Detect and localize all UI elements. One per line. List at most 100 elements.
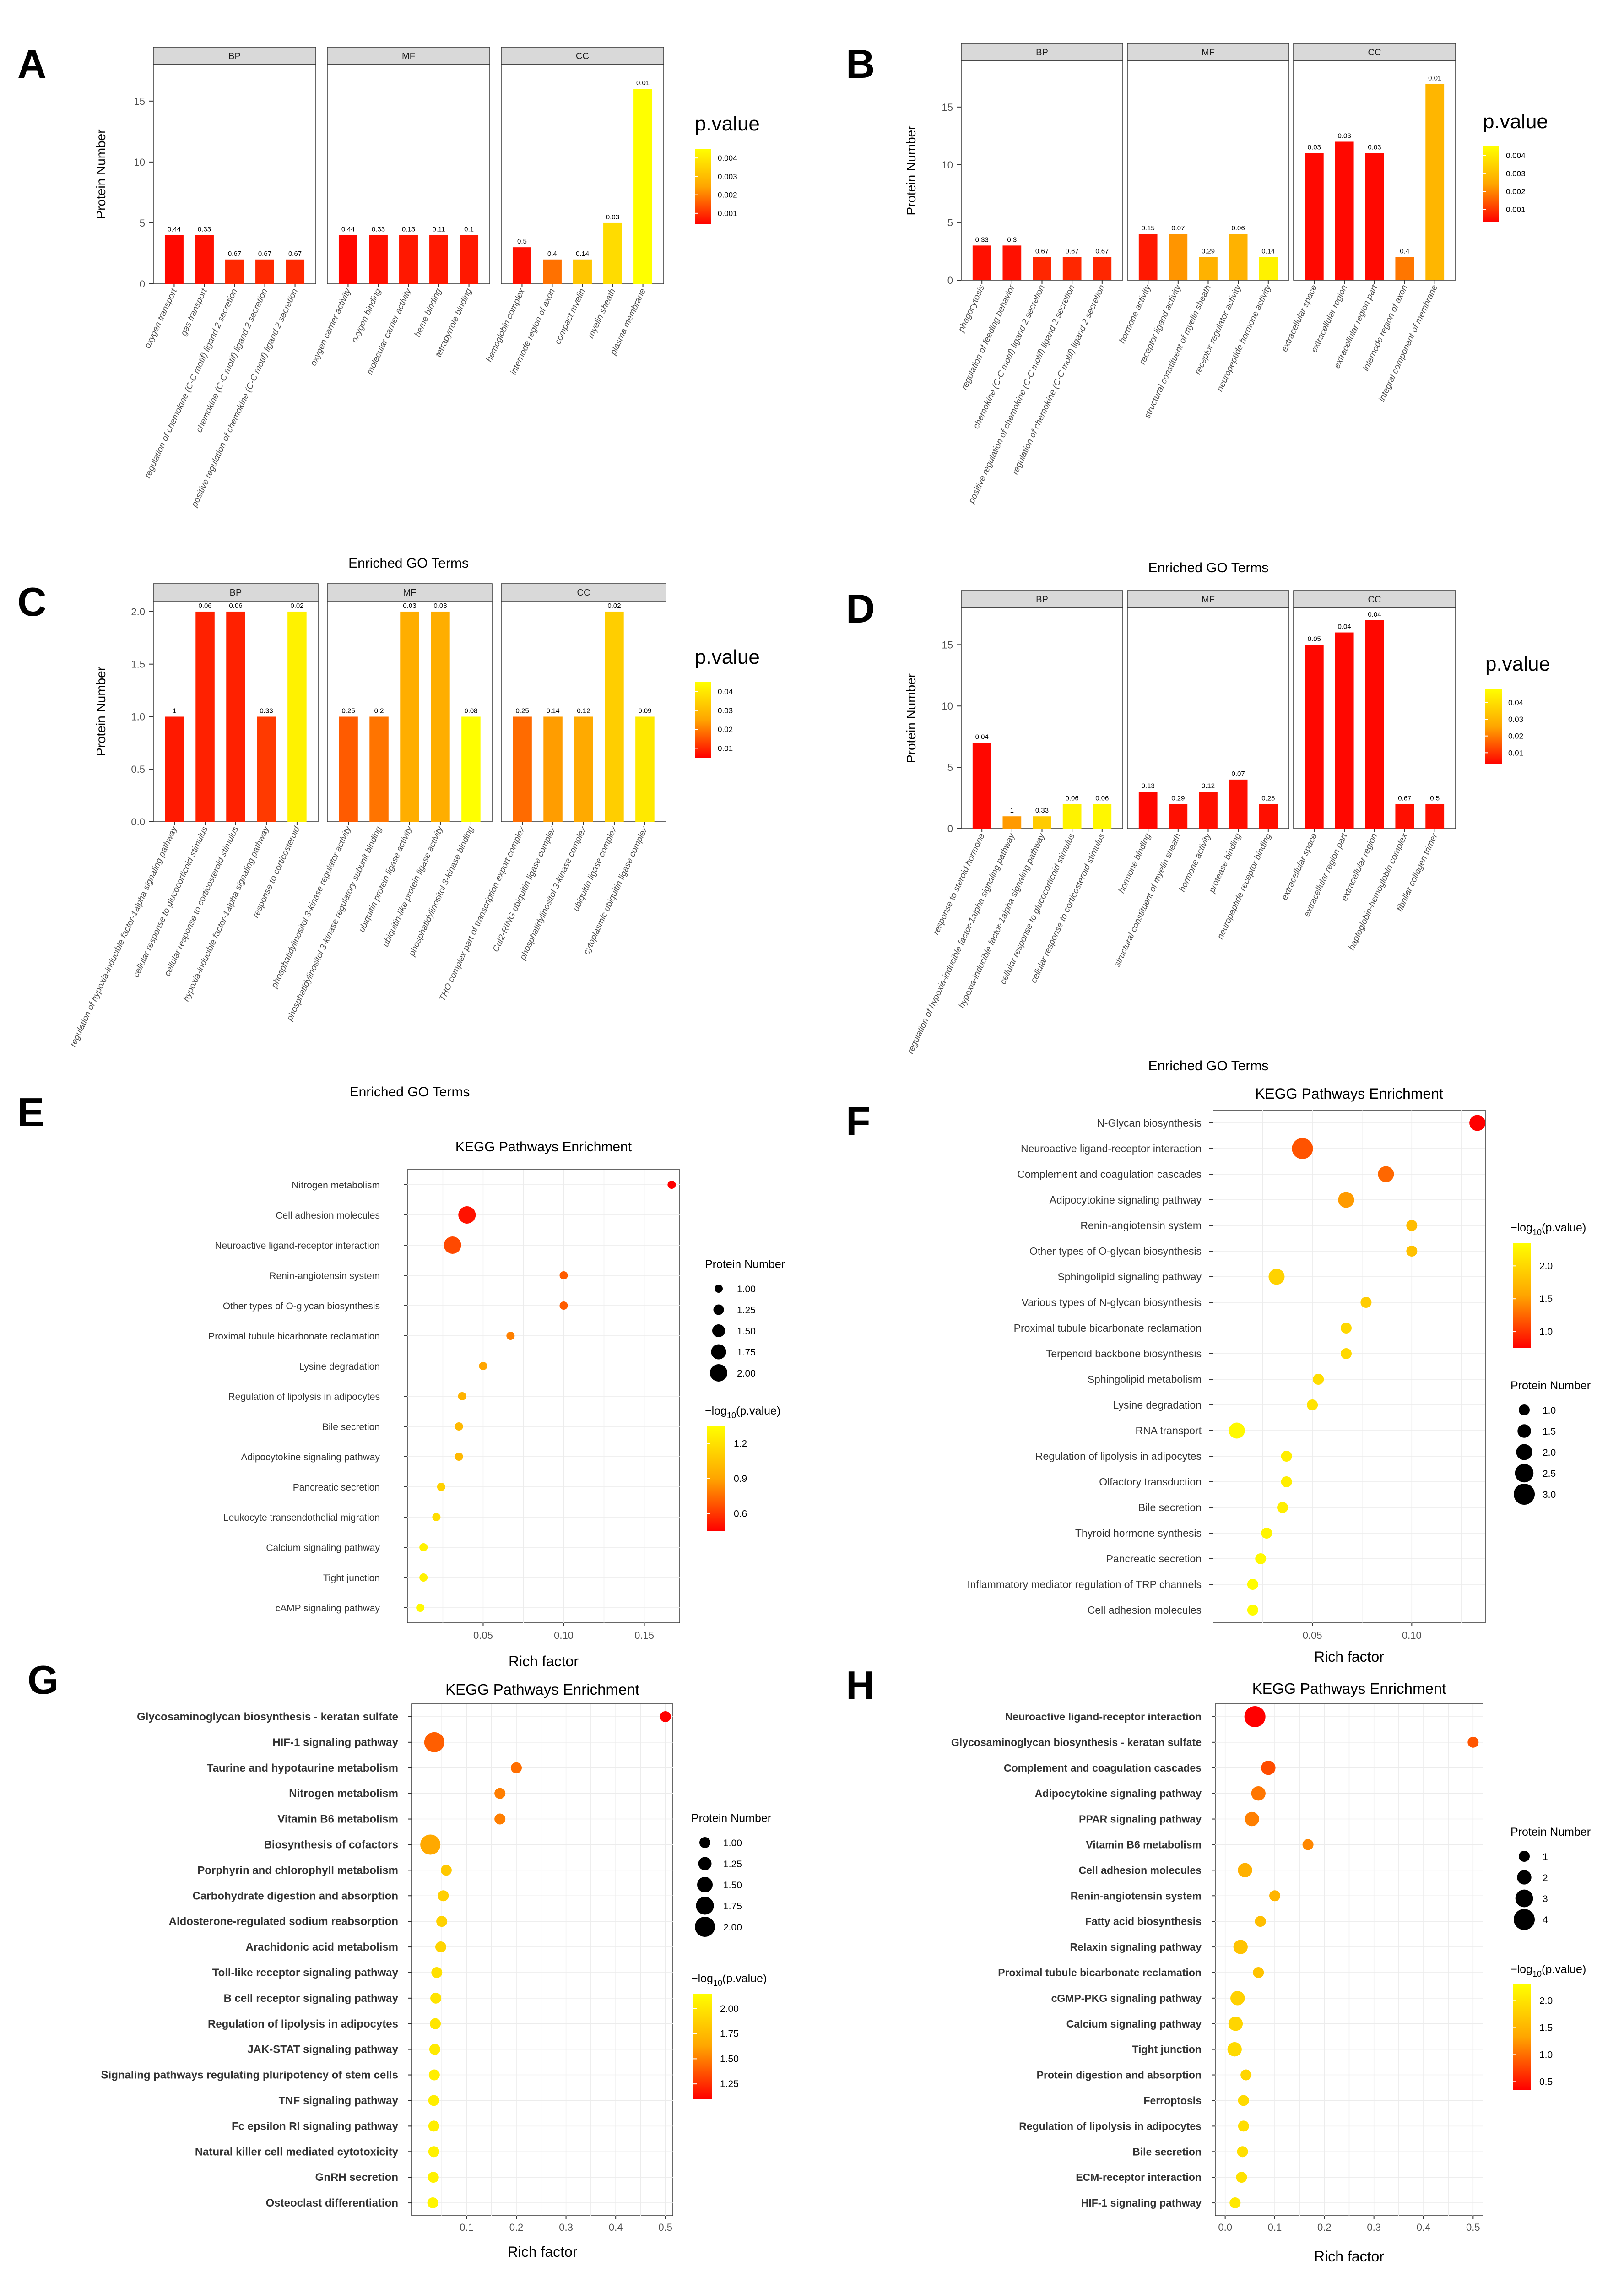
bar: [195, 611, 215, 822]
legend-tick-label: 1.75: [720, 2029, 739, 2039]
pathway-label: Olfactory transduction: [1099, 1476, 1202, 1488]
data-point: [1245, 1811, 1259, 1827]
size-legend-label: 2.5: [1543, 1469, 1556, 1479]
x-category-label: hormone binding: [1117, 832, 1153, 895]
y-tick-label: 15: [942, 102, 953, 113]
data-point: [420, 1834, 441, 1855]
size-legend: Protein Number 1 2 3 4: [1510, 1826, 1591, 1930]
x-category-label: neuropeptide hormone activity: [1215, 283, 1273, 393]
facet-strip-label: MF: [1202, 595, 1215, 605]
pathway-label: Neuroactive ligand-receptor interaction: [215, 1241, 380, 1251]
bar-data-label: 0.33: [260, 707, 273, 715]
x-tick-label: 0.15: [634, 1630, 654, 1641]
facet-bp: BP 0.33 phagocytosis 0.3 regulation of feedi…: [956, 43, 1123, 505]
bar: [1365, 153, 1384, 280]
pathway-label: Bile secretion: [322, 1422, 380, 1432]
pathway-label: Proximal tubule bicarbonate reclamation: [208, 1331, 380, 1342]
y-axis-label: Protein Number: [94, 667, 108, 756]
x-category-label: positive regulation of chemokine (C-C mo…: [967, 283, 1077, 505]
data-point: [438, 1890, 449, 1902]
y-tick-label: 0.5: [131, 764, 145, 775]
legend-tick-label: 0.003: [718, 172, 737, 181]
pathway-label: Natural killer cell mediated cytotoxicit…: [195, 2146, 399, 2158]
chart-title: KEGG Pathways Enrichment: [455, 1139, 632, 1155]
pathway-label: Tight junction: [1132, 2044, 1202, 2055]
x-axis-title: Rich factor: [1314, 2248, 1384, 2265]
bar: [225, 259, 244, 284]
data-point: [458, 1206, 476, 1224]
chart-title: KEGG Pathways Enrichment: [445, 1681, 639, 1698]
size-legend-dot: [711, 1344, 726, 1360]
size-legend-title: Protein Number: [1510, 1826, 1591, 1838]
bar-data-label: 0.13: [1142, 782, 1155, 790]
bar-data-label: 0.29: [1171, 794, 1185, 802]
bar-chart-d: Protein Number 0 5 10 15 BP 0.04 response to st…: [904, 590, 1550, 1073]
panel-letter-a: A: [17, 41, 47, 87]
data-point: [1238, 2120, 1249, 2132]
bar: [972, 245, 991, 280]
pathway-label: Regulation of lipolysis in adipocytes: [228, 1392, 380, 1402]
size-legend-label: 1: [1543, 1852, 1548, 1862]
pathway-label: Tight junction: [323, 1573, 380, 1583]
data-point: [1247, 1579, 1258, 1590]
data-point: [428, 2069, 440, 2081]
bar: [573, 259, 592, 284]
size-legend-dot: [710, 1364, 727, 1382]
bar: [512, 247, 531, 284]
legend-tick-label: 0.001: [718, 209, 737, 218]
facet-strip-label: BP: [1036, 48, 1048, 58]
legend-tick-label: 1.5: [1539, 2022, 1553, 2033]
bar: [399, 235, 418, 284]
facet-strip-label: BP: [228, 51, 241, 61]
data-point: [1236, 2172, 1247, 2183]
x-tick-label: 0.0: [1218, 2222, 1232, 2233]
legend-tick-label: 2.0: [1539, 1995, 1553, 2006]
pathway-label: Cell adhesion molecules: [1079, 1864, 1202, 1876]
facet-strip-label: CC: [1368, 48, 1381, 58]
bar-data-label: 0.03: [1368, 144, 1381, 152]
facet-strip-label: MF: [1202, 48, 1215, 58]
data-point: [667, 1181, 676, 1189]
pathway-label: Regulation of lipolysis in adipocytes: [1035, 1450, 1202, 1462]
size-legend-label: 1.00: [737, 1284, 756, 1295]
bar-data-label: 0.06: [198, 602, 211, 610]
data-point: [1269, 1890, 1280, 1902]
pathway-label: PPAR signaling pathway: [1079, 1813, 1202, 1825]
x-tick-label: 0.5: [1466, 2222, 1480, 2233]
panel-letter-e: E: [17, 1090, 44, 1135]
bar: [1093, 804, 1112, 829]
y-tick-label: 10: [942, 700, 953, 712]
legend-colorbar: [695, 682, 711, 758]
data-point: [1227, 2042, 1242, 2057]
x-category-label: regulation of hypoxia-inducible factor-1…: [68, 824, 179, 1049]
legend-tick-label: 0.001: [1506, 206, 1526, 214]
data-point: [440, 1865, 452, 1876]
x-category-label: haptoglobin-hemoglobin complex: [1347, 831, 1410, 952]
data-point: [428, 2120, 439, 2132]
bar-data-label: 0.08: [464, 707, 477, 715]
pathway-label: Pancreatic secretion: [1106, 1553, 1202, 1565]
bar: [603, 222, 622, 284]
pathway-label: Proximal tubule bicarbonate reclamation: [1014, 1322, 1202, 1334]
bar: [635, 716, 655, 822]
facet-bp: BP 0.04 response to steroid hormone 1 regula…: [906, 590, 1123, 1055]
bar: [1033, 816, 1051, 829]
facet-strip: [501, 583, 666, 602]
data-point: [1406, 1220, 1418, 1231]
bar: [1259, 257, 1278, 280]
pathway-label: Calcium signaling pathway: [1066, 2018, 1202, 2030]
pathway-label: cAMP signaling pathway: [276, 1603, 380, 1614]
chart-title: KEGG Pathways Enrichment: [1255, 1085, 1443, 1102]
bar-data-label: 0.06: [229, 602, 242, 610]
bar-data-label: 0.01: [1428, 74, 1441, 82]
x-category-label: integral component of membrane: [1377, 283, 1440, 403]
facet-strip-label: CC: [1368, 595, 1381, 605]
size-legend-dot: [696, 1897, 714, 1915]
size-legend-dot: [713, 1304, 724, 1315]
bar-data-label: 0.67: [288, 250, 302, 258]
bubble-chart-f: KEGG Pathways Enrichment 0.05 0.10 Rich fac…: [967, 1085, 1591, 1665]
data-point: [432, 1513, 441, 1521]
facet-strip-label: MF: [403, 588, 417, 598]
data-point: [1340, 1323, 1352, 1334]
